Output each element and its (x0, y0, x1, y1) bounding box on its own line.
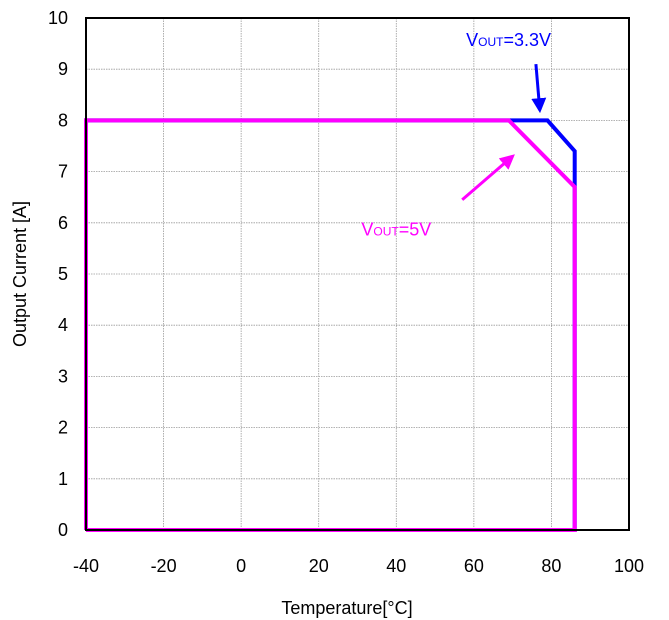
y-tick-label: 4 (58, 315, 68, 335)
y-tick-label: 7 (58, 162, 68, 182)
x-axis-ticks: -40 -20 0 20 40 60 80 100 (73, 556, 644, 576)
y-tick-label: 8 (58, 110, 68, 130)
x-tick-label: -20 (151, 556, 177, 576)
y-tick-label: 10 (48, 8, 68, 28)
x-tick-label: 20 (309, 556, 329, 576)
annotation-label-vout-3v3: VOUT=3.3V (466, 30, 551, 50)
x-tick-label: 100 (614, 556, 644, 576)
x-tick-label: 40 (386, 556, 406, 576)
annotation-arrow-vout-5v (461, 154, 515, 201)
y-tick-label: 9 (58, 59, 68, 79)
annotations: VOUT=3.3V VOUT=5V (361, 30, 551, 239)
y-tick-label: 1 (58, 469, 68, 489)
y-axis-title: Output Current [A] (10, 201, 30, 347)
annotation-label-vout-5v: VOUT=5V (361, 220, 431, 240)
y-axis-ticks: 0 1 2 3 4 5 6 7 8 9 10 (48, 8, 68, 540)
x-tick-label: 80 (541, 556, 561, 576)
y-tick-label: 5 (58, 264, 68, 284)
y-tick-label: 0 (58, 520, 68, 540)
y-tick-label: 6 (58, 213, 68, 233)
grid (86, 18, 629, 530)
y-tick-label: 3 (58, 366, 68, 386)
plot-frame (85, 17, 630, 531)
x-tick-label: -40 (73, 556, 99, 576)
x-tick-label: 60 (464, 556, 484, 576)
y-tick-label: 2 (58, 418, 68, 438)
x-tick-label: 0 (236, 556, 246, 576)
annotation-arrow-vout-3v3 (531, 63, 547, 114)
x-axis-title: Temperature[°C] (281, 598, 412, 618)
